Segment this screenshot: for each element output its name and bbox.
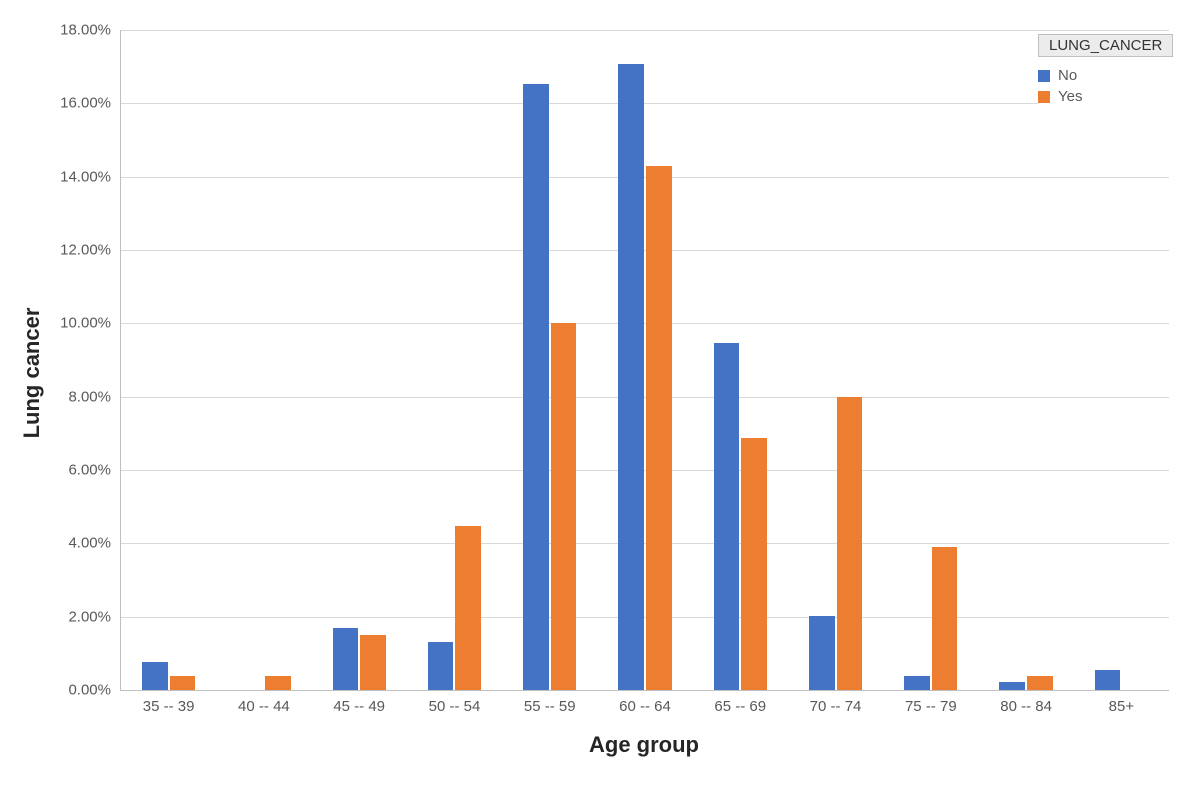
bar-no bbox=[999, 682, 1025, 690]
gridline bbox=[121, 30, 1169, 31]
bar-yes bbox=[455, 526, 481, 690]
gridline bbox=[121, 103, 1169, 104]
bar-yes bbox=[551, 323, 577, 690]
y-axis-title: Lung cancer bbox=[19, 308, 45, 439]
y-tick-label: 10.00% bbox=[60, 315, 121, 332]
legend-label: No bbox=[1058, 67, 1077, 84]
bar-no bbox=[904, 676, 930, 690]
y-tick-label: 0.00% bbox=[68, 682, 121, 699]
bar-yes bbox=[837, 397, 863, 690]
bar-yes bbox=[170, 676, 196, 690]
legend-title: LUNG_CANCER bbox=[1038, 34, 1173, 57]
gridline bbox=[121, 470, 1169, 471]
y-tick-label: 6.00% bbox=[68, 462, 121, 479]
bar-no bbox=[714, 343, 740, 690]
y-tick-label: 18.00% bbox=[60, 22, 121, 39]
y-tick-label: 14.00% bbox=[60, 168, 121, 185]
bar-no bbox=[142, 662, 168, 690]
gridline bbox=[121, 250, 1169, 251]
y-tick-label: 4.00% bbox=[68, 535, 121, 552]
bar-yes bbox=[360, 635, 386, 690]
y-tick-label: 12.00% bbox=[60, 242, 121, 259]
gridline bbox=[121, 323, 1169, 324]
bar-yes bbox=[741, 438, 767, 690]
bar-no bbox=[618, 64, 644, 690]
x-tick-label: 75 -- 79 bbox=[905, 690, 957, 715]
chart-container: 0.00% 2.00% 4.00% 6.00% 8.00% 10.00% 12.00% 14.… bbox=[0, 0, 1200, 799]
legend-swatch bbox=[1038, 91, 1050, 103]
y-tick-label: 2.00% bbox=[68, 608, 121, 625]
x-axis-title: Age group bbox=[589, 732, 699, 758]
bar-yes bbox=[646, 166, 672, 690]
x-tick-label: 65 -- 69 bbox=[714, 690, 766, 715]
x-tick-label: 40 -- 44 bbox=[238, 690, 290, 715]
gridline bbox=[121, 543, 1169, 544]
bar-no bbox=[333, 628, 359, 690]
bar-no bbox=[523, 84, 549, 690]
x-tick-label: 80 -- 84 bbox=[1000, 690, 1052, 715]
gridline bbox=[121, 177, 1169, 178]
plot-area: 0.00%2.00%4.00%6.00%8.00%10.00%12.00%14.… bbox=[120, 30, 1169, 691]
legend-swatch bbox=[1038, 70, 1050, 82]
gridline bbox=[121, 617, 1169, 618]
bar-no bbox=[428, 642, 454, 690]
x-tick-label: 60 -- 64 bbox=[619, 690, 671, 715]
bar-no bbox=[809, 616, 835, 690]
x-tick-label: 70 -- 74 bbox=[810, 690, 862, 715]
bar-no bbox=[1095, 670, 1121, 690]
y-tick-label: 8.00% bbox=[68, 388, 121, 405]
x-tick-label: 45 -- 49 bbox=[333, 690, 385, 715]
legend-item: Yes bbox=[1038, 88, 1173, 105]
x-tick-label: 50 -- 54 bbox=[429, 690, 481, 715]
legend-label: Yes bbox=[1058, 88, 1082, 105]
y-tick-label: 16.00% bbox=[60, 95, 121, 112]
x-tick-label: 85+ bbox=[1109, 690, 1134, 715]
gridline bbox=[121, 397, 1169, 398]
x-tick-label: 35 -- 39 bbox=[143, 690, 195, 715]
legend-item: No bbox=[1038, 67, 1173, 84]
bar-yes bbox=[265, 676, 291, 690]
x-tick-label: 55 -- 59 bbox=[524, 690, 576, 715]
bar-yes bbox=[932, 547, 958, 690]
legend: LUNG_CANCER No Yes bbox=[1038, 34, 1173, 105]
bar-yes bbox=[1027, 676, 1053, 690]
